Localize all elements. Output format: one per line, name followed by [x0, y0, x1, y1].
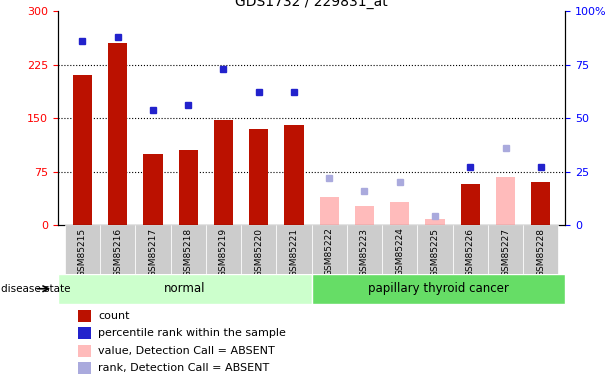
Text: GSM85216: GSM85216	[113, 228, 122, 277]
Bar	[311, 225, 347, 291]
Text: GSM85226: GSM85226	[466, 228, 475, 277]
Bar	[58, 274, 311, 304]
Bar	[249, 129, 268, 225]
Text: GSM85222: GSM85222	[325, 228, 334, 276]
Text: papillary thyroid cancer: papillary thyroid cancer	[368, 282, 509, 295]
Bar	[488, 225, 523, 291]
Bar	[241, 225, 277, 291]
Bar	[171, 225, 206, 291]
Bar	[452, 225, 488, 291]
Text: GSM85228: GSM85228	[536, 228, 545, 277]
Bar	[78, 345, 91, 357]
Bar	[214, 120, 233, 225]
Bar	[496, 177, 515, 225]
Bar	[65, 225, 100, 291]
Text: count: count	[98, 310, 130, 321]
Text: disease state: disease state	[1, 284, 70, 294]
Bar	[417, 225, 452, 291]
Text: GSM85218: GSM85218	[184, 228, 193, 277]
Bar	[277, 225, 311, 291]
Text: GSM85217: GSM85217	[148, 228, 157, 277]
Bar	[136, 225, 171, 291]
Bar	[285, 125, 303, 225]
Bar	[78, 327, 91, 339]
Bar	[78, 309, 91, 322]
Text: normal: normal	[164, 282, 206, 295]
Text: GSM85227: GSM85227	[501, 228, 510, 277]
Bar	[390, 202, 409, 225]
Bar	[78, 362, 91, 374]
Text: GSM85220: GSM85220	[254, 228, 263, 277]
Bar	[531, 182, 550, 225]
Bar	[179, 150, 198, 225]
Text: GSM85221: GSM85221	[289, 228, 299, 277]
Bar	[347, 225, 382, 291]
Bar	[523, 225, 558, 291]
Bar	[460, 184, 480, 225]
Bar	[143, 154, 163, 225]
Text: GSM85223: GSM85223	[360, 228, 369, 277]
Text: GSM85225: GSM85225	[430, 228, 440, 277]
Bar	[206, 225, 241, 291]
Bar	[320, 196, 339, 225]
Text: GSM85224: GSM85224	[395, 228, 404, 276]
Text: value, Detection Call = ABSENT: value, Detection Call = ABSENT	[98, 346, 275, 356]
Bar	[108, 44, 128, 225]
Bar	[355, 207, 374, 225]
Text: GSM85219: GSM85219	[219, 228, 228, 277]
Bar	[73, 75, 92, 225]
Bar	[100, 225, 136, 291]
Bar	[426, 219, 444, 225]
Bar	[311, 274, 565, 304]
Title: GDS1732 / 229831_at: GDS1732 / 229831_at	[235, 0, 388, 9]
Text: rank, Detection Call = ABSENT: rank, Detection Call = ABSENT	[98, 363, 269, 373]
Text: GSM85215: GSM85215	[78, 228, 87, 277]
Text: percentile rank within the sample: percentile rank within the sample	[98, 328, 286, 338]
Bar	[382, 225, 417, 291]
